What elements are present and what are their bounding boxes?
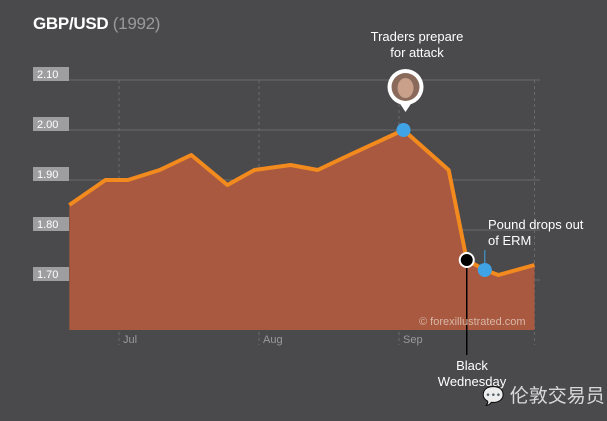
y-tick-label: 2.00: [37, 119, 58, 131]
y-tick-label: 1.70: [37, 269, 58, 281]
area-fill: [69, 130, 535, 330]
annotation-traders-line1: Traders prepare: [370, 29, 464, 44]
y-tick-bg: [33, 167, 69, 181]
y-tick-bg: [33, 267, 69, 281]
annotation-dot-traders: [396, 123, 411, 137]
portrait-pointer: [399, 103, 412, 112]
annotation-dot-erm: [477, 263, 492, 277]
annotation-erm-line1: Pound drops out: [488, 217, 584, 232]
credit-text: © forexillustrated.com: [419, 316, 526, 328]
portrait-face: [397, 78, 414, 98]
wechat-watermark: 💬 伦敦交易员: [482, 381, 605, 408]
annotation-bw-line1: Black: [456, 358, 488, 373]
y-tick-bg: [33, 67, 69, 81]
annotation-erm: Pound drops out of ERM: [488, 217, 583, 249]
x-tick-label: Aug: [263, 334, 283, 346]
annotation-traders-line2: for attack: [390, 45, 444, 60]
annotation-bw-line2: Wednesday: [437, 374, 507, 389]
annotation-black-wednesday: Black Wednesday: [436, 358, 508, 390]
wechat-watermark-text: 伦敦交易员: [509, 386, 605, 407]
y-tick-bg: [33, 217, 69, 231]
annotation-traders: Traders prepare for attack: [362, 29, 472, 61]
y-tick-label: 2.10: [37, 69, 58, 81]
series-line: [68, 128, 536, 277]
title-text: GBP/USD: [33, 14, 109, 33]
annotation-erm-line2: of ERM: [488, 233, 532, 248]
annotation-dot-bw: [458, 252, 475, 268]
chart-title: GBP/USD (1992): [33, 14, 160, 34]
y-tick-label: 1.90: [37, 169, 58, 181]
wechat-icon: 💬: [482, 386, 505, 406]
y-tick-label: 1.80: [37, 219, 58, 231]
chart-subtitle: (1992): [112, 14, 161, 33]
y-tick-bg: [33, 117, 69, 131]
x-tick-label: Sep: [403, 334, 423, 346]
x-tick-label: Jul: [123, 334, 137, 346]
